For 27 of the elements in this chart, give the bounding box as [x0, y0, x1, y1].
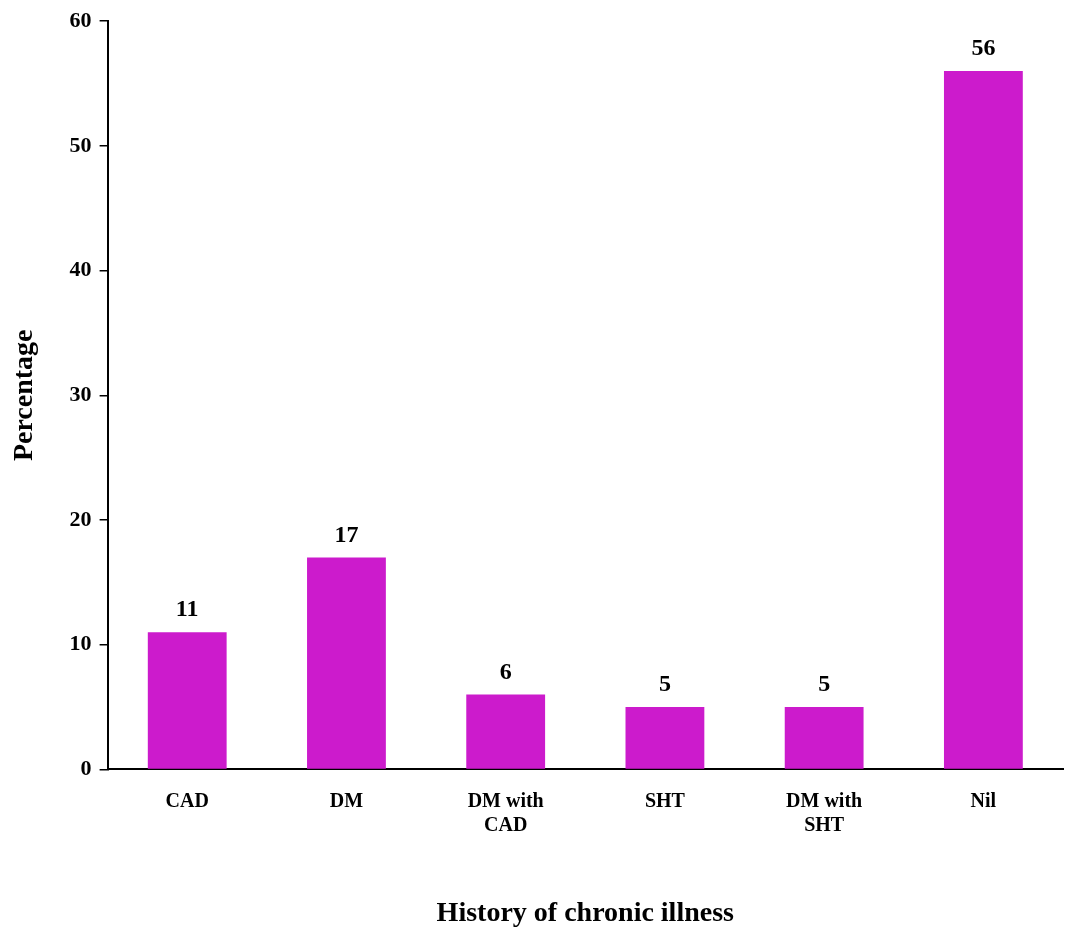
y-tick-label: 10: [69, 630, 92, 656]
x-tick-label: CAD: [165, 788, 209, 811]
data-label: 6: [499, 657, 512, 684]
y-tick-label: 50: [69, 131, 92, 157]
y-tick-label: 30: [69, 380, 92, 406]
data-label: 5: [658, 670, 671, 697]
x-tick-label: Nil: [970, 788, 997, 811]
x-axis-title: History of chronic illness: [436, 896, 735, 928]
x-tick-label: DM: [329, 788, 364, 811]
data-label: 56: [971, 34, 996, 61]
bar: [147, 632, 227, 769]
y-axis-title: Percentage: [7, 329, 39, 462]
data-label: 11: [175, 595, 199, 622]
bar: [943, 71, 1023, 769]
y-tick-label: 60: [69, 6, 92, 32]
y-tick-label: 40: [69, 256, 92, 282]
bar: [466, 694, 546, 769]
data-label: 17: [334, 520, 359, 547]
y-tick-label: 20: [69, 505, 92, 531]
bar: [307, 557, 386, 769]
data-label: 5: [818, 670, 831, 697]
x-tick-label: SHT: [644, 788, 686, 811]
y-tick-label: 0: [80, 755, 92, 781]
bar: [784, 707, 864, 769]
x-tick-label: DM with CAD: [467, 788, 544, 835]
bar: [625, 707, 705, 769]
x-tick-label: DM with SHT: [786, 788, 863, 835]
